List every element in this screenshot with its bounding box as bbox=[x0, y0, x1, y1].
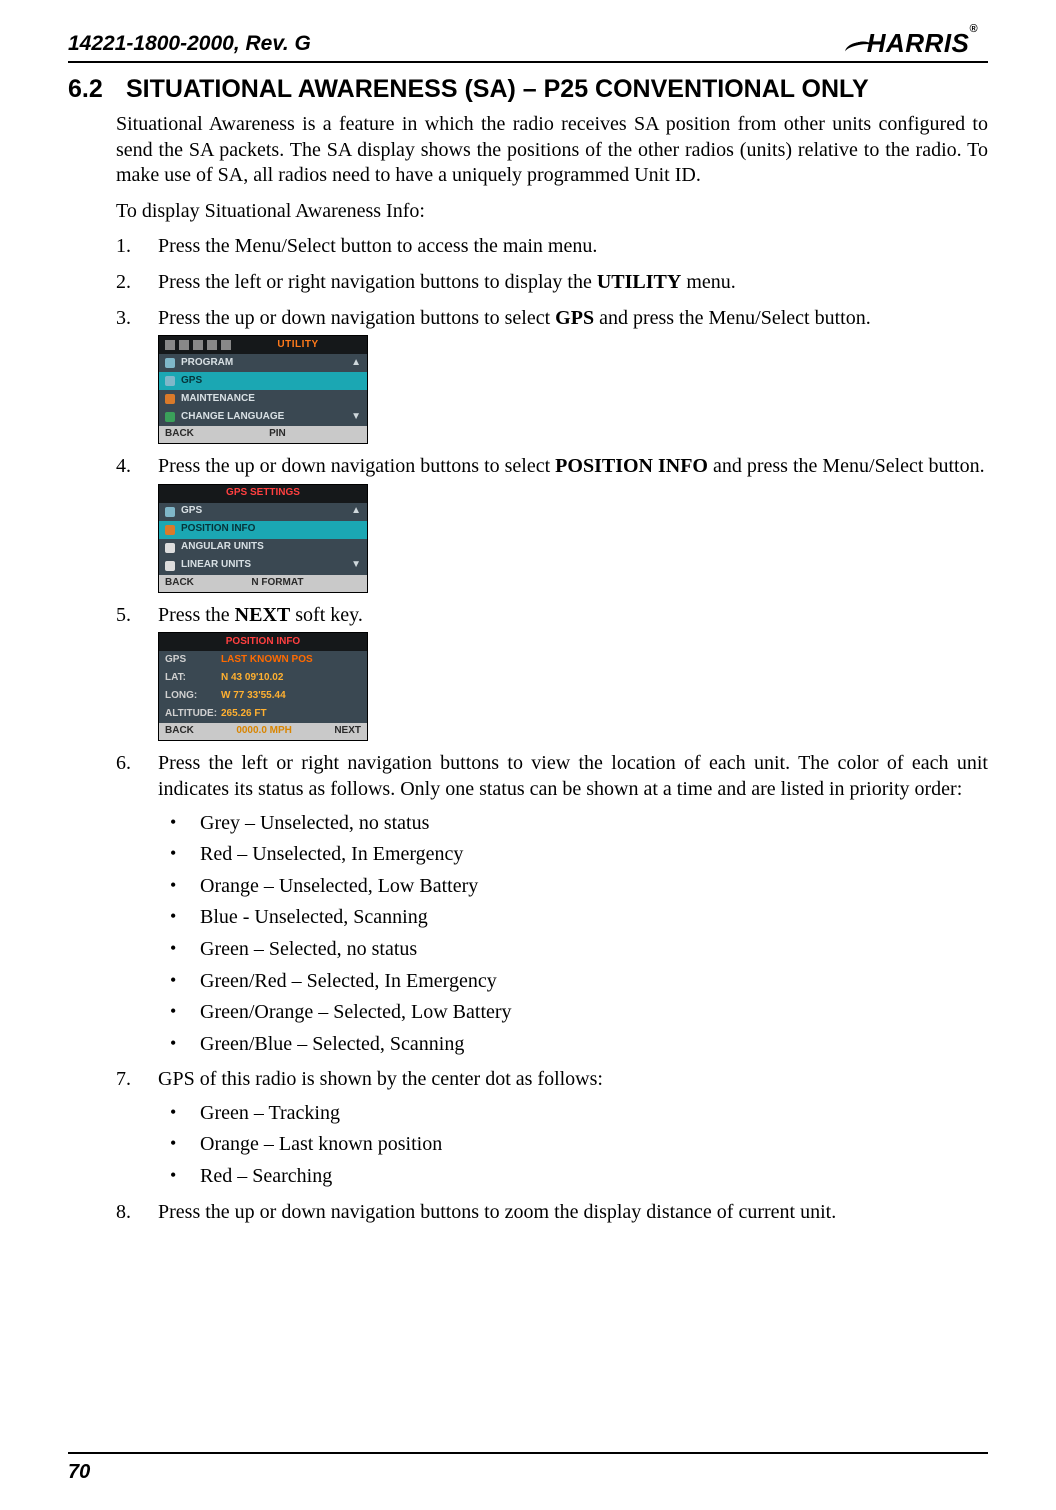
step-2: Press the left or right navigation butto… bbox=[116, 270, 988, 296]
maintenance-icon bbox=[165, 394, 175, 404]
menu-item-linear: LINEAR UNITS▼ bbox=[159, 557, 367, 575]
step-7-bullets: Green – Tracking Orange – Last known pos… bbox=[158, 1101, 988, 1190]
pos-row-gps: GPSLAST KNOWN POS bbox=[159, 651, 367, 669]
bullet: Green – Tracking bbox=[158, 1101, 988, 1127]
registered-icon: ® bbox=[969, 23, 978, 35]
menu-item-program: PROGRAM▲ bbox=[159, 354, 367, 372]
bullet: Red – Unselected, In Emergency bbox=[158, 842, 988, 868]
status-icon bbox=[221, 340, 231, 350]
language-icon bbox=[165, 412, 175, 422]
pos-row-lat: LAT:N 43 09'10.02 bbox=[159, 669, 367, 687]
bullet: Green – Selected, no status bbox=[158, 937, 988, 963]
menu-item-gps: GPS bbox=[159, 372, 367, 390]
bullet: Blue - Unselected, Scanning bbox=[158, 905, 988, 931]
ss2-footer: BACKN FORMAT bbox=[159, 575, 367, 592]
section-number: 6.2 bbox=[68, 75, 126, 104]
page-header: 14221-1800-2000, Rev. G HARRIS® bbox=[68, 28, 988, 63]
ss2-title: GPS SETTINGS bbox=[159, 485, 367, 503]
step-5: Press the NEXT soft key. POSITION INFO G… bbox=[116, 603, 988, 742]
gps-settings-screenshot: GPS SETTINGS GPS▲ POSITION INFO ANGULAR … bbox=[158, 484, 368, 593]
status-icon bbox=[179, 340, 189, 350]
harris-logo: HARRIS® bbox=[845, 28, 988, 59]
intro-paragraph: Situational Awareness is a feature in wh… bbox=[116, 112, 988, 189]
utility-menu-screenshot: UTILITY PROGRAM▲ GPS MAINTENANCE CHANGE … bbox=[158, 335, 368, 444]
linear-icon bbox=[165, 561, 175, 571]
program-icon bbox=[165, 358, 175, 368]
position-icon bbox=[165, 525, 175, 535]
status-icon bbox=[207, 340, 217, 350]
logo-text: HARRIS bbox=[867, 28, 970, 58]
ss1-header: UTILITY bbox=[159, 336, 367, 354]
bullet: Red – Searching bbox=[158, 1164, 988, 1190]
gps-icon bbox=[165, 376, 175, 386]
menu-item-language: CHANGE LANGUAGE▼ bbox=[159, 408, 367, 426]
step-8: Press the up or down navigation buttons … bbox=[116, 1200, 988, 1226]
bullet: Green/Red – Selected, In Emergency bbox=[158, 969, 988, 995]
status-icon bbox=[193, 340, 203, 350]
document-id: 14221-1800-2000, Rev. G bbox=[68, 32, 311, 56]
down-arrow-icon: ▼ bbox=[351, 559, 361, 572]
menu-item-angular: ANGULAR UNITS bbox=[159, 539, 367, 557]
ss3-footer: BACK0000.0 MPHNEXT bbox=[159, 723, 367, 740]
menu-item-gps: GPS▲ bbox=[159, 503, 367, 521]
ss1-footer: BACKPIN bbox=[159, 426, 367, 443]
page: 14221-1800-2000, Rev. G HARRIS® 6.2SITUA… bbox=[0, 0, 1056, 1510]
section-heading: 6.2SITUATIONAL AWARENESS (SA) – P25 CONV… bbox=[68, 75, 988, 104]
menu-item-position-info: POSITION INFO bbox=[159, 521, 367, 539]
ss3-title: POSITION INFO bbox=[159, 633, 367, 651]
page-number: 70 bbox=[68, 1461, 90, 1484]
step-6: Press the left or right navigation butto… bbox=[116, 751, 988, 1057]
bullet: Green/Orange – Selected, Low Battery bbox=[158, 1000, 988, 1026]
step-6-bullets: Grey – Unselected, no status Red – Unsel… bbox=[158, 811, 988, 1058]
down-arrow-icon: ▼ bbox=[351, 411, 361, 424]
intro-lead: To display Situational Awareness Info: bbox=[116, 199, 988, 225]
menu-item-maintenance: MAINTENANCE bbox=[159, 390, 367, 408]
status-icon bbox=[165, 340, 175, 350]
steps-list: Press the Menu/Select button to access t… bbox=[116, 234, 988, 1225]
gps-icon bbox=[165, 507, 175, 517]
up-arrow-icon: ▲ bbox=[351, 357, 361, 370]
step-1: Press the Menu/Select button to access t… bbox=[116, 234, 988, 260]
step-4: Press the up or down navigation buttons … bbox=[116, 454, 988, 593]
ss1-title: UTILITY bbox=[235, 339, 361, 352]
bullet: Orange – Unselected, Low Battery bbox=[158, 874, 988, 900]
pos-row-alt: ALTITUDE:265.26 FT bbox=[159, 705, 367, 723]
bullet: Green/Blue – Selected, Scanning bbox=[158, 1032, 988, 1058]
position-info-screenshot: POSITION INFO GPSLAST KNOWN POS LAT:N 43… bbox=[158, 632, 368, 741]
pos-row-long: LONG:W 77 33'55.44 bbox=[159, 687, 367, 705]
up-arrow-icon: ▲ bbox=[351, 505, 361, 518]
angular-icon bbox=[165, 543, 175, 553]
bullet: Grey – Unselected, no status bbox=[158, 811, 988, 837]
step-7: GPS of this radio is shown by the center… bbox=[116, 1067, 988, 1189]
bullet: Orange – Last known position bbox=[158, 1132, 988, 1158]
step-3: Press the up or down navigation buttons … bbox=[116, 306, 988, 445]
footer-rule bbox=[68, 1452, 988, 1454]
section-title: SITUATIONAL AWARENESS (SA) – P25 CONVENT… bbox=[126, 75, 869, 103]
